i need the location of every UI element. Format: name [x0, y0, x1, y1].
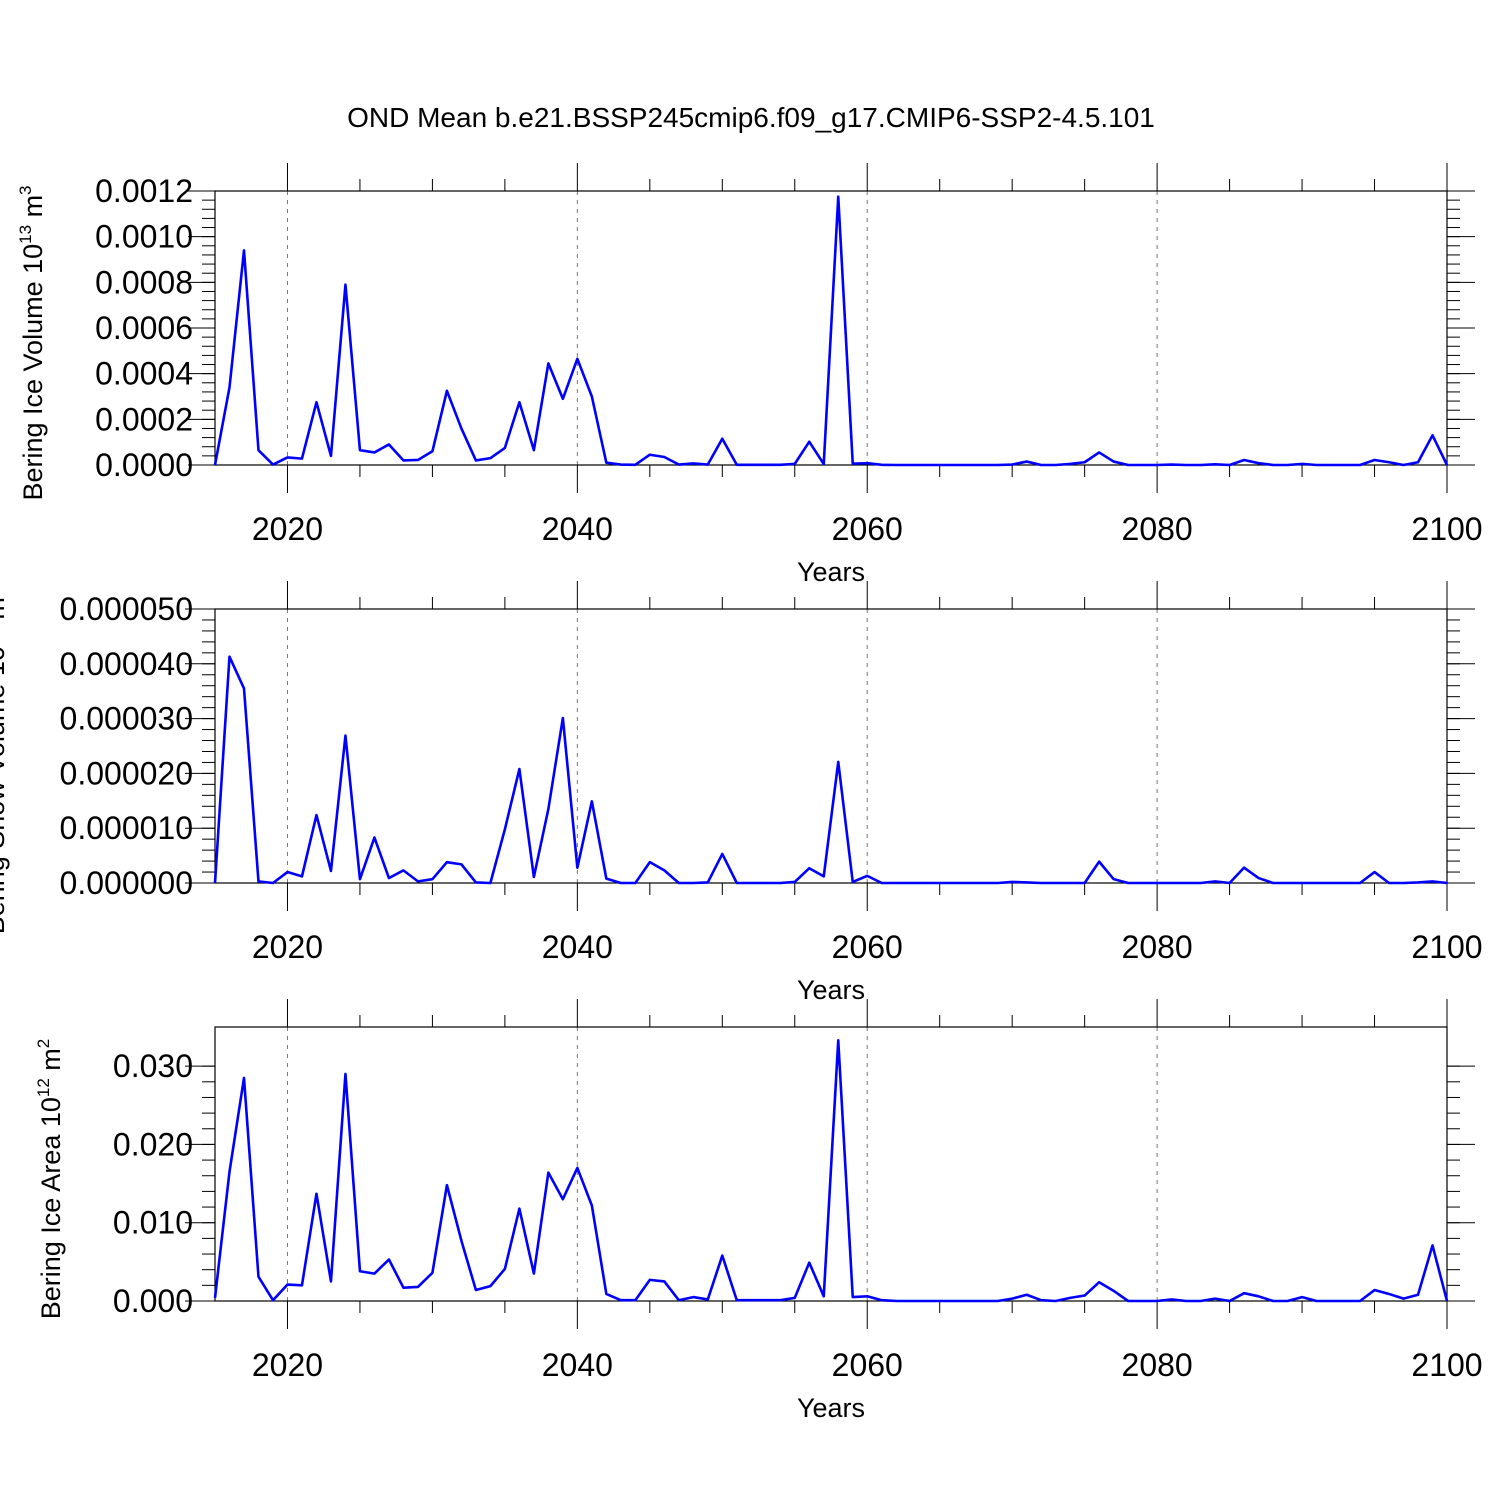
- x-tick-label: 2080: [1122, 511, 1193, 547]
- x-tick-label: 2100: [1411, 511, 1482, 547]
- y-tick-label: 0.0010: [95, 219, 193, 255]
- data-series-line: [213, 195, 1449, 467]
- x-axis-label: Years: [797, 1393, 865, 1423]
- chart-panel-3: 0.000 0.010 0.020 0.030 2020 2040 2060 2080 2100…: [34, 999, 1483, 1423]
- y-tick-label: 0.0006: [95, 310, 193, 346]
- y-tick-label: 0.030: [113, 1048, 193, 1084]
- x-tick-label: 2040: [542, 929, 613, 965]
- plot-frame: [214, 608, 1448, 884]
- y-axis-label: Bering Ice Volume 1013 m3: [16, 185, 48, 500]
- y-tick-label: 0.000040: [60, 646, 193, 682]
- data-series-line: [213, 655, 1448, 885]
- x-tick-label: 2040: [542, 511, 613, 547]
- x-tick-label: 2020: [252, 929, 323, 965]
- x-tick-label: 2100: [1411, 929, 1482, 965]
- x-axis-label: Years: [797, 557, 865, 587]
- y-tick-label: 0.010: [113, 1205, 193, 1241]
- panels: 0.0000 0.0002 0.0004 0.0006 0.0008 0.0010 0.00…: [0, 163, 1483, 1423]
- y-tick-label: 0.0002: [95, 401, 193, 437]
- plot-frame: [214, 1026, 1448, 1302]
- y-axis-label: Bering Ice Area 1012 m2: [34, 1039, 66, 1320]
- x-tick-label: 2080: [1122, 929, 1193, 965]
- x-tick-label: 2100: [1411, 1347, 1482, 1383]
- x-tick-label: 2020: [252, 511, 323, 547]
- y-tick-label: 0.0012: [95, 173, 193, 209]
- y-tick-label: 0.000030: [60, 701, 193, 737]
- chart-title: OND Mean b.e21.BSSP245cmip6.f09_g17.CMIP…: [347, 102, 1155, 133]
- data-series-line: [213, 1039, 1449, 1303]
- y-axis-label: Bering Snow Volume 1013 m3: [0, 588, 10, 935]
- y-tick-label: 0.000010: [60, 810, 193, 846]
- y-tick-label: 0.0000: [95, 447, 193, 483]
- y-tick-label: 0.020: [113, 1126, 193, 1162]
- x-tick-label: 2060: [832, 929, 903, 965]
- x-tick-label: 2020: [252, 1347, 323, 1383]
- chart-panel-2: 0.000000 0.000010 0.000020 0.000030 0.000040…: [0, 581, 1483, 1005]
- x-tick-label: 2060: [832, 511, 903, 547]
- y-tick-label: 0.000000: [60, 865, 193, 901]
- y-tick-label: 0.000050: [60, 591, 193, 627]
- x-axis-label: Years: [797, 975, 865, 1005]
- chart-panel-1: 0.0000 0.0002 0.0004 0.0006 0.0008 0.0010 0.00…: [16, 163, 1483, 587]
- y-tick-label: 0.0008: [95, 264, 193, 300]
- x-tick-label: 2080: [1122, 1347, 1193, 1383]
- y-tick-label: 0.000020: [60, 755, 193, 791]
- y-tick-label: 0.0004: [95, 356, 193, 392]
- x-tick-label: 2040: [542, 1347, 613, 1383]
- x-tick-label: 2060: [832, 1347, 903, 1383]
- y-tick-label: 0.000: [113, 1283, 193, 1319]
